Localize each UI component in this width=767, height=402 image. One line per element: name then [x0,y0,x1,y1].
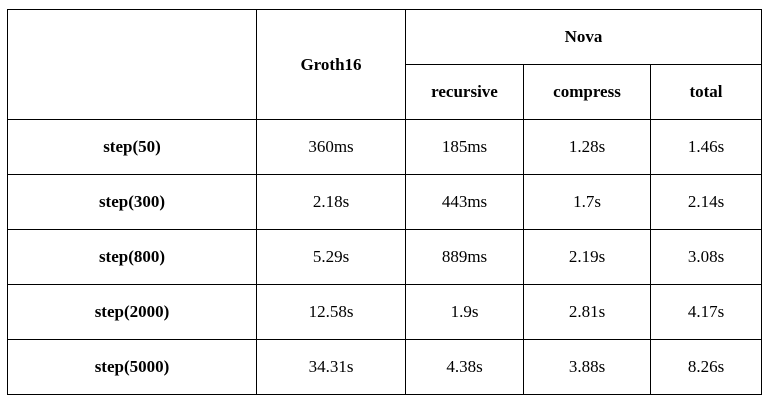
cell-total: 1.46s [649,119,763,175]
cell-recursive: 443ms [405,174,524,230]
table-row: step(800) 5.29s 889ms 2.19s 3.08s [7,229,763,285]
header-row-top: Groth16 Nova [7,9,763,120]
header-recursive: recursive [405,64,524,120]
header-compress: compress [523,64,651,120]
cell-recursive: 185ms [405,119,524,175]
row-label: step(800) [7,229,257,285]
table-row: step(300) 2.18s 443ms 1.7s 2.14s [7,174,763,230]
header-nova: Nova [404,9,763,65]
cell-compress: 3.88s [523,339,651,395]
cell-compress: 1.7s [523,174,651,230]
table-row: step(2000) 12.58s 1.9s 2.81s 4.17s [7,284,763,340]
cell-groth16: 360ms [256,119,406,175]
cell-total: 8.26s [649,339,763,395]
row-label: step(50) [7,119,257,175]
row-label: step(300) [7,174,257,230]
header-groth16: Groth16 [256,9,406,120]
table-row: step(5000) 34.31s 4.38s 3.88s 8.26s [7,339,763,395]
cell-compress: 2.19s [523,229,651,285]
cell-groth16: 12.58s [256,284,406,340]
row-label: step(5000) [7,339,257,395]
cell-compress: 2.81s [523,284,651,340]
cell-total: 3.08s [649,229,763,285]
header-empty-cell [7,9,257,120]
cell-compress: 1.28s [523,119,651,175]
cell-recursive: 4.38s [405,339,524,395]
cell-groth16: 5.29s [256,229,406,285]
cell-recursive: 889ms [405,229,524,285]
cell-recursive: 1.9s [405,284,524,340]
cell-total: 2.14s [649,174,763,230]
header-total: total [649,64,763,120]
cell-total: 4.17s [649,284,763,340]
header-row-sub: recursive compress total [8,64,763,120]
table-row: step(50) 360ms 185ms 1.28s 1.46s [7,119,763,175]
cell-groth16: 2.18s [256,174,406,230]
cell-groth16: 34.31s [256,339,406,395]
benchmark-table: Groth16 Nova recursive compress total st… [7,9,763,395]
row-label: step(2000) [7,284,257,340]
